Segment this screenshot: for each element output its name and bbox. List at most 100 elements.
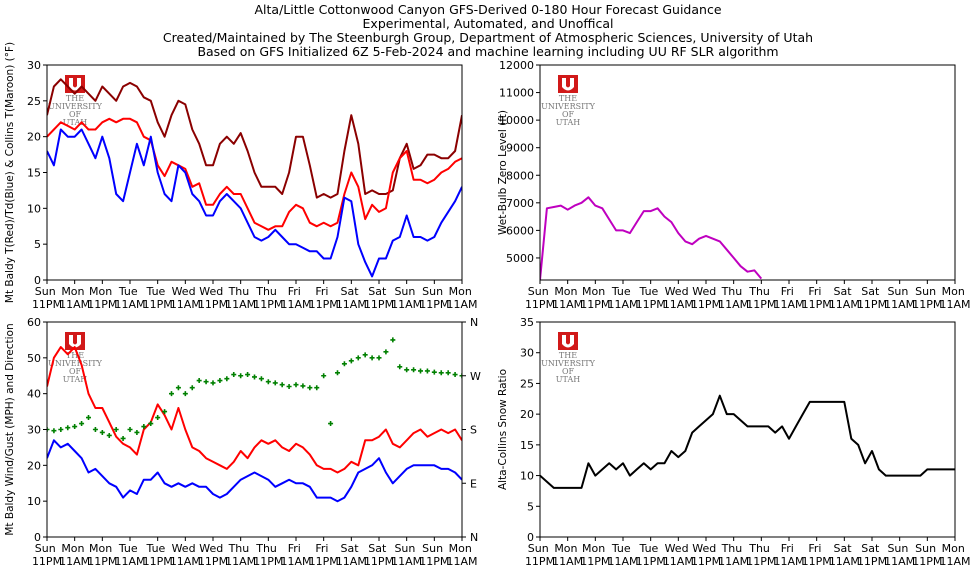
logo-text: OF (562, 110, 575, 119)
y-tick-label: 0 (527, 531, 534, 544)
direction-marker (341, 361, 347, 367)
series-line (540, 394, 955, 489)
y-tick-label: 25 (520, 377, 534, 390)
direction-marker (72, 424, 78, 430)
logo-u (562, 78, 574, 91)
x-tick-label: Fri 11AM (773, 285, 804, 311)
direction-marker (175, 385, 181, 391)
y2-tick-label: N (470, 531, 478, 544)
y-tick-label: 30 (520, 347, 534, 360)
x-tick-label: Mon 11AM (939, 285, 970, 311)
plot-frame (46, 321, 463, 538)
y2-tick-label: S (470, 424, 477, 437)
logo-text: UNIVERSITY (48, 359, 103, 368)
logo-u (562, 335, 574, 348)
y-tick-label: 10 (27, 495, 41, 508)
x-tick-label: Mon 11AM (552, 285, 583, 311)
direction-marker (362, 352, 368, 358)
direction-marker (120, 435, 126, 441)
direction-marker (182, 391, 188, 397)
y2-tick-label: E (470, 477, 477, 490)
y-tick-label: 35 (520, 316, 534, 329)
x-tick-label: Sun 11AM (884, 542, 915, 568)
x-tick-label: Wed 11PM (198, 542, 228, 568)
series-line (47, 346, 462, 474)
direction-marker (445, 370, 451, 376)
direction-marker (148, 421, 154, 427)
y2-tick-label: N (470, 316, 478, 329)
logo-text: UTAH (63, 375, 87, 384)
direction-marker (376, 355, 382, 361)
x-tick-label: Sun 11PM (525, 285, 555, 311)
direction-marker (231, 372, 237, 378)
direction-marker (58, 427, 64, 432)
x-tick-label: Sun 11AM (884, 285, 915, 311)
series-line (540, 196, 763, 280)
series-line (47, 117, 462, 231)
x-tick-label: Sat 11PM (857, 542, 887, 568)
direction-marker (51, 428, 57, 434)
direction-marker (314, 385, 320, 391)
x-tick-label: Sun 11PM (32, 285, 62, 311)
x-tick-label: Thu 11AM (225, 542, 256, 568)
direction-marker (217, 378, 223, 384)
x-tick-label: Wed 11AM (170, 285, 201, 311)
x-tick-label: Fri 11AM (773, 542, 804, 568)
x-tick-label: Fri 11PM (309, 285, 339, 311)
x-tick-label: Mon 11AM (939, 542, 970, 568)
x-tick-label: Thu 11AM (718, 542, 749, 568)
direction-marker (431, 369, 437, 375)
x-tick-label: Fri 11PM (802, 542, 832, 568)
direction-marker (65, 425, 71, 431)
y-tick-label: 60 (27, 316, 41, 329)
direction-marker (79, 421, 85, 427)
y-axis-title: Wet-Bulb Zero Level (ft) (497, 110, 509, 235)
direction-marker (162, 409, 168, 415)
y-tick-label: 5 (34, 238, 41, 251)
x-tick-label: Tue 11PM (143, 542, 173, 568)
x-tick-label: Sun 11PM (419, 285, 449, 311)
x-tick-label: Sun 11PM (912, 542, 942, 568)
logo-text: UTAH (556, 118, 580, 127)
direction-marker (411, 367, 417, 373)
direction-marker (238, 373, 244, 379)
direction-marker (300, 383, 306, 389)
logo-text: THE (66, 351, 84, 360)
y-axis-title: Mt Baldy T(Red)/Td(Blue) & Collins T(Mar… (4, 42, 16, 303)
direction-marker (224, 376, 230, 382)
direction-marker (397, 364, 403, 370)
x-tick-label: Fri 11AM (280, 542, 311, 568)
y-tick-label: 15 (27, 167, 41, 180)
direction-marker (459, 373, 462, 379)
direction-marker (203, 379, 209, 385)
series-line (47, 439, 462, 503)
x-tick-label: Thu 11AM (718, 285, 749, 311)
x-tick-label: Mon 11PM (580, 285, 610, 311)
y2-tick-label: W (470, 370, 481, 383)
x-tick-label: Sat 11PM (857, 285, 887, 311)
direction-marker (321, 373, 327, 379)
series-line (47, 128, 462, 278)
x-tick-label: Mon 11PM (580, 542, 610, 568)
y-tick-label: 9000 (506, 142, 534, 155)
direction-marker (245, 372, 251, 378)
logo-text: THE (559, 351, 577, 360)
x-tick-label: Mon 11PM (87, 542, 117, 568)
title-line: Alta/Little Cottonwood Canyon GFS-Derive… (254, 2, 721, 17)
x-tick-label: Sat 11AM (336, 542, 367, 568)
direction-marker (438, 370, 444, 376)
x-tick-label: Mon 11AM (446, 542, 477, 568)
direction-marker (92, 427, 98, 432)
y-tick-label: 25 (27, 95, 41, 108)
x-tick-label: Fri 11PM (802, 285, 832, 311)
y-tick-label: 7000 (506, 197, 534, 210)
y-tick-label: 6000 (506, 224, 534, 237)
direction-marker (155, 415, 161, 421)
direction-marker (348, 358, 354, 364)
x-tick-label: Fri 11PM (309, 542, 339, 568)
direction-marker (113, 427, 119, 432)
x-tick-label: Thu 11PM (253, 285, 283, 311)
y-axis-title: Mt Baldy Wind/Gust (MPH) and Direction (4, 323, 16, 535)
direction-marker (272, 380, 278, 386)
